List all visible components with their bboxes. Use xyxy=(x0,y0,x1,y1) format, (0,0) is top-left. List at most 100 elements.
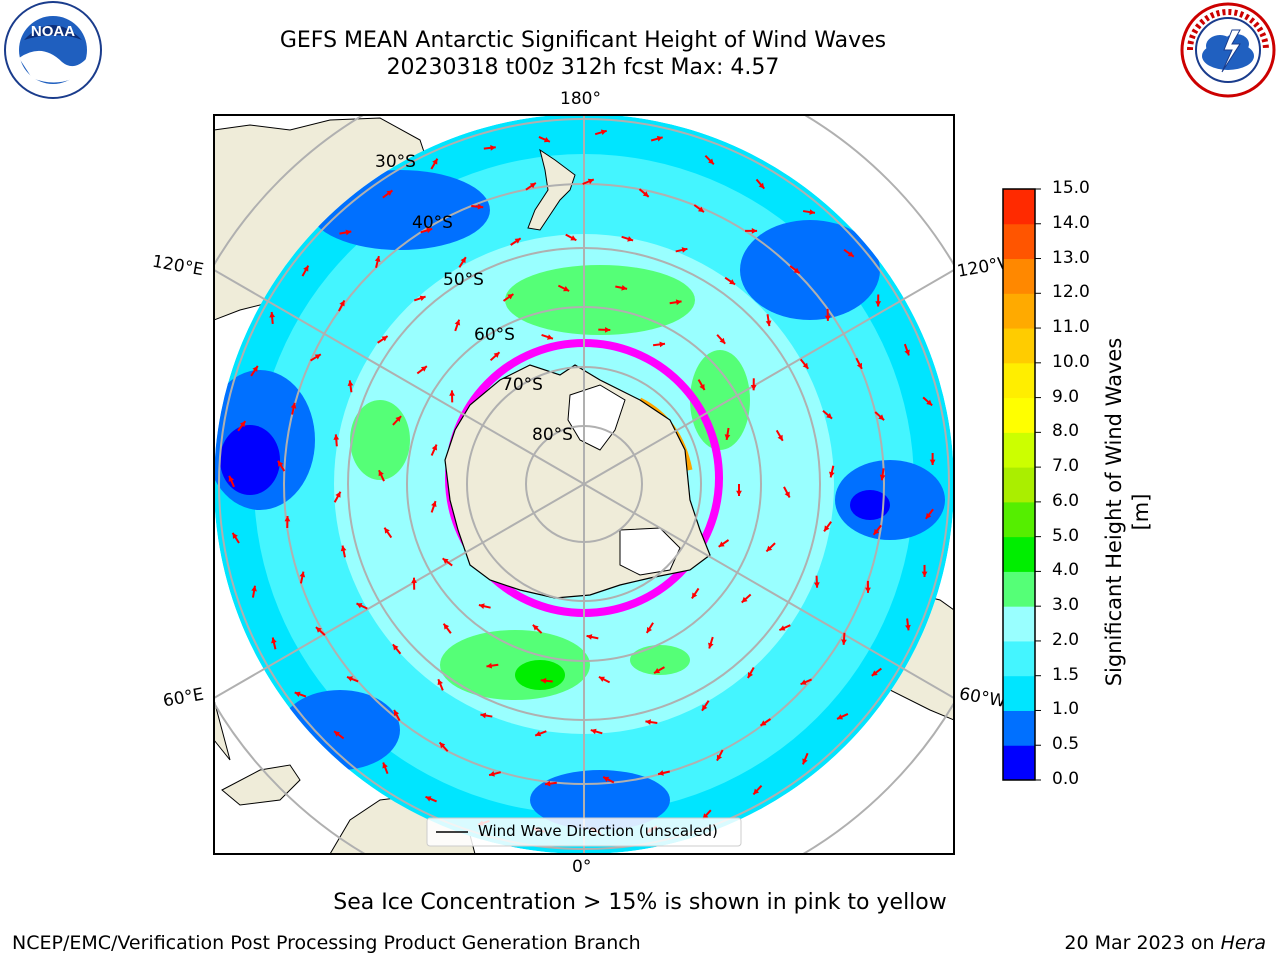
wave-direction-arrowhead xyxy=(642,191,649,197)
wave-direction-arrowhead xyxy=(837,714,844,720)
wind-wave-arrows xyxy=(228,129,936,835)
wave-direction-arrowhead xyxy=(802,758,808,765)
wave-direction-arrowhead xyxy=(420,366,427,372)
wave-direction-arrowhead xyxy=(847,251,854,257)
legend-label: Wind Wave Direction (unscaled) xyxy=(478,822,718,840)
credit-text: NCEP/EMC/Verification Post Processing Pr… xyxy=(12,932,641,954)
wave-direction-arrowhead xyxy=(529,182,536,189)
wave-direction-arrowhead xyxy=(335,491,341,498)
wave-direction-arrowhead xyxy=(654,667,661,674)
wave-direction-arrowhead xyxy=(765,320,772,327)
wave-direction-arrowhead xyxy=(570,235,577,241)
colorbar-tick-label: 15.0 xyxy=(1052,178,1090,198)
wave-direction-arrowhead xyxy=(921,571,928,577)
colorbar-tick-label: 5.0 xyxy=(1052,525,1080,546)
system-name: Hera xyxy=(1220,932,1266,954)
wave-direction-arrowhead xyxy=(802,362,809,369)
wave-direction-arrowhead xyxy=(856,362,862,369)
wave-direction-arrowhead xyxy=(751,228,758,234)
colorbar-tick-label: 1.0 xyxy=(1052,699,1080,720)
wave-direction-arrowhead xyxy=(284,516,291,522)
wave-direction-arrowhead xyxy=(347,676,353,682)
wave-direction-arrowhead xyxy=(334,731,340,737)
wave-direction-arrowhead xyxy=(708,642,714,649)
wave-direction-arrowhead xyxy=(432,158,438,165)
wave-direction-arrowhead xyxy=(905,624,911,631)
wave-direction-arrowhead xyxy=(600,129,607,136)
wave-direction-arrowhead xyxy=(747,672,753,679)
colorbar xyxy=(1002,188,1041,781)
wave-direction-arrowhead xyxy=(507,294,514,300)
wave-direction-arrowhead xyxy=(333,434,340,440)
wave-direction-arrowhead xyxy=(590,728,597,735)
colorbar-tick-label: 2.0 xyxy=(1052,629,1080,650)
colorbar-segment xyxy=(1003,606,1035,642)
wave-direction-arrowhead xyxy=(758,182,765,189)
wave-direction-arrowhead xyxy=(228,475,234,482)
wave-direction-arrowhead xyxy=(345,229,352,236)
colorbar-tick-label: 0.5 xyxy=(1052,734,1080,755)
colorbar-segment xyxy=(1003,362,1035,399)
wave-direction-arrowhead xyxy=(760,720,767,726)
wave-direction-arrowhead xyxy=(486,662,493,669)
wave-direction-arrowhead xyxy=(381,336,388,342)
wave-direction-arrowhead xyxy=(547,334,553,340)
wave-direction-arrowhead xyxy=(386,190,393,196)
wave-direction-arrowhead xyxy=(809,209,815,215)
wave-direction-arrowhead xyxy=(384,527,390,534)
wave-direction-arrowhead xyxy=(598,676,605,682)
wave-direction-arrowhead xyxy=(871,670,878,676)
wave-direction-arrowhead xyxy=(702,704,708,711)
wave-direction-arrowhead xyxy=(719,337,726,344)
wave-direction-arrowhead xyxy=(627,236,634,242)
colorbar-tick-label: 4.0 xyxy=(1052,560,1080,581)
wave-direction-arrowhead xyxy=(442,558,449,564)
wave-direction-arrowhead xyxy=(514,238,521,244)
wave-direction-arrowhead xyxy=(729,279,736,285)
wave-direction-arrowhead xyxy=(841,639,847,645)
wave-direction-arrowhead xyxy=(784,491,790,498)
colorbar-segment xyxy=(1003,675,1035,711)
lon-label-0: 0° xyxy=(572,857,592,877)
wave-direction-arrowhead xyxy=(299,571,306,578)
wave-direction-arrowhead xyxy=(824,315,831,321)
colorbar-segment xyxy=(1003,640,1035,677)
map-legend xyxy=(426,817,742,847)
wave-direction-arrowhead xyxy=(826,412,833,419)
wave-direction-arrowhead xyxy=(658,770,664,776)
lat-label-60s: 60°S xyxy=(474,325,515,345)
lon-label-180: 180° xyxy=(560,89,601,109)
wave-direction-arrowhead xyxy=(724,434,731,440)
colorbar-segment xyxy=(1003,501,1035,538)
wave-direction-arrowhead xyxy=(356,603,363,609)
date-value: 20 Mar 2023 on xyxy=(1064,932,1221,954)
chart-title: GEFS MEAN Antarctic Significant Height o… xyxy=(279,28,887,53)
wave-direction-arrowhead xyxy=(646,626,652,633)
wave-direction-arrowhead xyxy=(587,178,594,185)
wave-direction-arrowhead xyxy=(294,691,301,697)
wave-direction-arrowhead xyxy=(437,679,443,686)
colorbar-tick-label: 12.0 xyxy=(1052,282,1090,303)
wave-direction-arrowhead xyxy=(419,295,426,302)
wave-direction-arrowhead xyxy=(490,145,496,151)
wave-direction-arrowhead xyxy=(339,300,345,307)
lat-label-80s: 80°S xyxy=(532,425,573,445)
wave-direction-arrowhead xyxy=(926,399,933,406)
colorbar-segment xyxy=(1003,223,1035,260)
wave-direction-arrowhead xyxy=(426,227,433,234)
colorbar-tick-label: 0.0 xyxy=(1052,769,1080,789)
wave-direction-arrowhead xyxy=(698,206,704,213)
wave-direction-arrowhead xyxy=(303,265,309,272)
wave-direction-arrowhead xyxy=(716,754,723,761)
colorbar-segment xyxy=(1003,328,1035,364)
wave-direction-arrowhead xyxy=(535,730,542,737)
wave-direction-arrowhead xyxy=(393,709,400,716)
colorbar-segment xyxy=(1003,189,1035,225)
wave-direction-arrowhead xyxy=(439,742,446,749)
wave-direction-arrowhead xyxy=(278,460,284,467)
colorbar-tick-label: 14.0 xyxy=(1052,212,1090,233)
wave-direction-arrowhead xyxy=(425,796,432,802)
colorbar-tick-label: 10.0 xyxy=(1052,351,1090,372)
wave-direction-arrowhead xyxy=(813,582,820,588)
